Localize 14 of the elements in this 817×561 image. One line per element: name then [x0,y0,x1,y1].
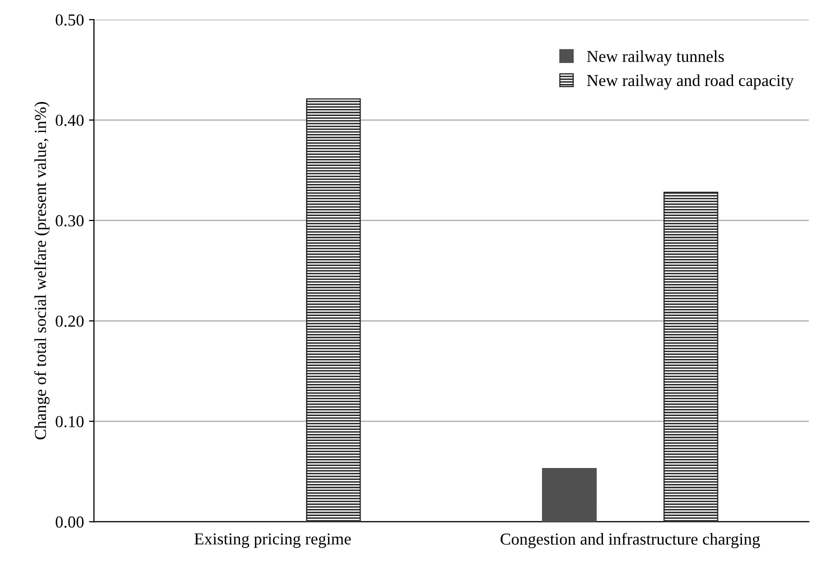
bar [306,98,361,522]
x-tick-label: Existing pricing regime [194,533,351,548]
y-axis-title: Change of total social welfare (present value, in%) [34,102,50,440]
legend-label: New railway and road capacity [586,74,794,90]
x-tick-label: Congestion and infrastructure charging [500,532,760,548]
bar [542,468,597,522]
y-tick-label: 0.10 [56,416,84,428]
y-tick-label: 0.50 [56,14,84,26]
y-tick-label: 0.00 [56,516,84,528]
legend-label: New railway tunnels [586,50,724,66]
y-tick-label: 0.30 [56,215,84,226]
y-tick-label: 0.40 [56,114,84,126]
bar [664,192,718,522]
y-tick-label: 0.20 [56,316,84,327]
